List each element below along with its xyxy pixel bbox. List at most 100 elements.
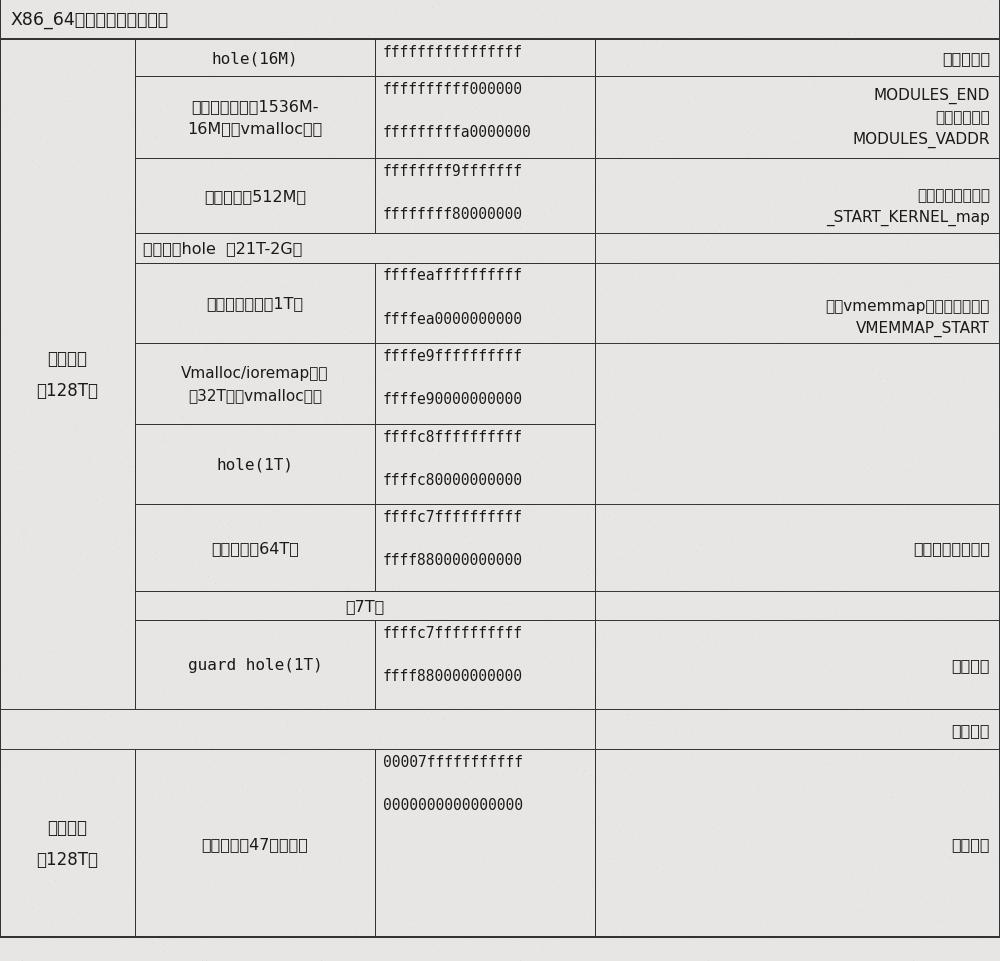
Point	[251, 915, 267, 930]
Text: 未使用的hole  （21T-2G）: 未使用的hole （21T-2G）	[143, 241, 302, 256]
Point	[380, 416, 396, 431]
Point	[451, 200, 467, 215]
Point	[288, 85, 304, 100]
Point	[959, 320, 975, 335]
Point	[273, 36, 289, 51]
Point	[78, 615, 94, 630]
Point	[577, 186, 593, 202]
Point	[958, 74, 974, 89]
Point	[978, 945, 994, 960]
Point	[616, 826, 632, 842]
Point	[686, 195, 702, 210]
Point	[969, 281, 985, 296]
Point	[8, 619, 24, 634]
Point	[378, 512, 394, 528]
Point	[710, 442, 726, 457]
Point	[139, 674, 155, 689]
Point	[831, 567, 847, 582]
Point	[10, 276, 26, 291]
Point	[319, 487, 335, 503]
Point	[892, 146, 908, 161]
Point	[226, 718, 242, 733]
Point	[378, 818, 394, 833]
Point	[813, 141, 829, 157]
Point	[640, 110, 656, 125]
Point	[593, 415, 609, 431]
Point	[19, 682, 35, 698]
Point	[390, 884, 406, 899]
Point	[144, 330, 160, 345]
Point	[624, 923, 640, 938]
Point	[569, 951, 585, 961]
Point	[80, 467, 96, 482]
Point	[916, 487, 932, 503]
Point	[127, 30, 143, 45]
Point	[615, 363, 631, 379]
Point	[391, 576, 407, 591]
Point	[409, 918, 425, 933]
Point	[47, 644, 63, 659]
Point	[187, 332, 203, 347]
Point	[765, 77, 781, 92]
Point	[219, 455, 235, 470]
Point	[736, 278, 752, 293]
Point	[661, 205, 677, 220]
Point	[526, 879, 542, 895]
Point	[954, 440, 970, 456]
Point	[31, 825, 47, 840]
Point	[515, 35, 531, 50]
Point	[586, 692, 602, 707]
Point	[510, 843, 526, 858]
Point	[295, 783, 311, 799]
Point	[78, 47, 94, 62]
Point	[758, 365, 774, 381]
Point	[175, 92, 191, 108]
Point	[716, 534, 732, 550]
Point	[536, 611, 552, 627]
Point	[608, 263, 624, 279]
Point	[921, 559, 937, 575]
Point	[387, 934, 403, 949]
Point	[524, 4, 540, 19]
Point	[933, 151, 949, 166]
Point	[536, 209, 552, 224]
Point	[77, 592, 93, 607]
Point	[979, 557, 995, 573]
Point	[247, 888, 263, 903]
Point	[110, 540, 126, 555]
Point	[507, 890, 523, 905]
Point	[378, 360, 394, 376]
Point	[930, 610, 946, 626]
Point	[100, 910, 116, 925]
Point	[26, 126, 42, 141]
Point	[810, 831, 826, 847]
Point	[930, 350, 946, 365]
Point	[622, 32, 638, 47]
Point	[404, 191, 420, 207]
Point	[443, 297, 459, 312]
Point	[415, 368, 431, 383]
Point	[774, 635, 790, 651]
Point	[201, 759, 217, 775]
Point	[750, 358, 766, 374]
Point	[792, 158, 808, 173]
Point	[699, 6, 715, 21]
Point	[893, 217, 909, 233]
Point	[255, 563, 271, 579]
Point	[460, 699, 476, 714]
Point	[117, 500, 133, 515]
Point	[214, 621, 230, 636]
Point	[452, 120, 468, 136]
Point	[224, 365, 240, 381]
Point	[428, 489, 444, 505]
Point	[32, 661, 48, 677]
Point	[307, 404, 323, 419]
Point	[967, 132, 983, 147]
Point	[849, 247, 865, 262]
Point	[928, 47, 944, 62]
Point	[638, 470, 654, 485]
Point	[889, 205, 905, 220]
Point	[783, 757, 799, 773]
Point	[548, 323, 564, 338]
Point	[193, 242, 209, 258]
